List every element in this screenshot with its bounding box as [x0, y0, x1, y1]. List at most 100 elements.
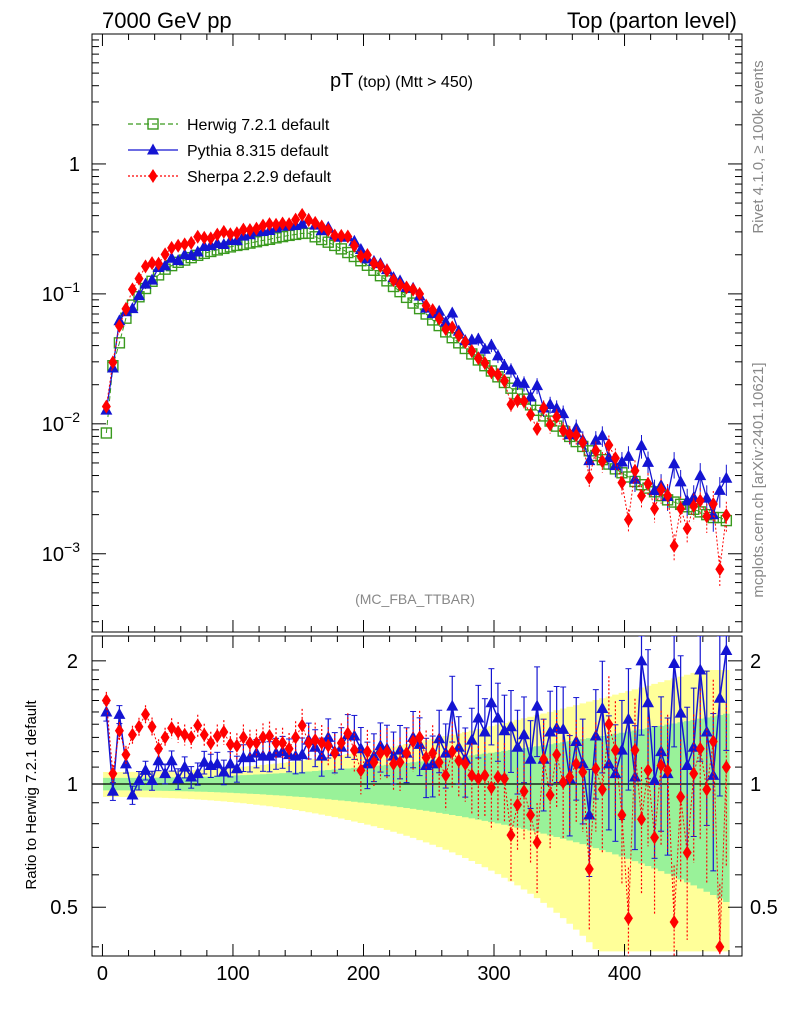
ratio-point: [447, 744, 457, 759]
ratio-series: [100, 636, 733, 956]
ratio-point: [160, 730, 170, 745]
data-point: [113, 337, 126, 349]
ratio-point: [126, 788, 139, 800]
data-point: [636, 488, 646, 503]
data-point: [219, 224, 229, 239]
data-point: [428, 303, 438, 318]
data-point: [648, 484, 661, 496]
data-point: [342, 246, 354, 259]
y-tick-base: 10: [42, 544, 64, 566]
legend-entry: Sherpa 2.2.9 default: [128, 169, 332, 186]
ratio-point: [375, 746, 385, 761]
ratio-point: [212, 729, 222, 744]
data-point: [127, 282, 137, 297]
ratio-point: [193, 718, 203, 733]
ratio-point: [362, 744, 372, 759]
data-point: [121, 301, 131, 316]
ratio-point: [526, 808, 536, 823]
data-point: [526, 407, 536, 422]
data-point: [663, 488, 673, 503]
y-tick-label: 10−3: [42, 539, 80, 566]
ratio-point: [668, 657, 681, 669]
ratio-point: [650, 830, 660, 845]
y-tick-base: 10: [42, 414, 64, 436]
ratio-point: [100, 705, 113, 717]
data-point: [154, 256, 164, 271]
data-point: [258, 218, 268, 233]
ratio-point: [147, 719, 157, 734]
ratio-point: [284, 741, 294, 756]
y-tick-label: 1: [69, 154, 80, 176]
data-point: [721, 508, 731, 523]
data-point: [316, 233, 328, 246]
data-point: [623, 512, 633, 527]
ratio-point: [584, 861, 594, 876]
ratio-point: [531, 699, 544, 711]
legend-label: Pythia 8.315 default: [187, 143, 329, 160]
data-point: [439, 315, 452, 327]
ratio-y-tick-label-right: 2: [750, 651, 761, 673]
ratio-point: [146, 774, 159, 786]
data-point: [278, 216, 288, 231]
analysis-label: (MC_FBA_TTBAR): [355, 591, 475, 607]
ratio-point: [519, 784, 529, 799]
ratio-y-tick-label: 2: [67, 651, 78, 673]
ratio-point: [402, 746, 412, 761]
y-tick-exp: −2: [64, 409, 80, 425]
ratio-point: [159, 767, 172, 779]
ratio-point: [172, 772, 185, 784]
data-point: [544, 398, 557, 410]
data-point: [669, 538, 679, 553]
data-point: [434, 311, 444, 326]
ratio-y-tick-label: 1: [67, 774, 78, 796]
ratio-point: [707, 768, 720, 780]
ratio-point: [243, 751, 256, 763]
ratio-point: [472, 711, 485, 723]
data-point: [446, 306, 459, 318]
data-point: [343, 229, 353, 244]
legend-entry: Pythia 8.315 default: [128, 143, 329, 160]
ratio-point: [446, 699, 459, 711]
data-point: [296, 217, 309, 229]
data-point: [713, 483, 726, 495]
ratio-point: [217, 765, 230, 777]
data-point: [650, 501, 660, 516]
ratio-point: [441, 768, 451, 783]
data-point: [433, 304, 446, 316]
ratio-point: [617, 808, 627, 823]
ratio-point: [238, 730, 248, 745]
ratio-point: [663, 763, 673, 778]
y-tick-exp: −3: [64, 539, 80, 555]
ratio-point: [655, 745, 668, 757]
ratio-point: [349, 743, 359, 758]
data-point: [101, 399, 111, 414]
data-point: [159, 259, 172, 271]
data-point: [395, 277, 405, 292]
plot-title: pT (top) (Mtt > 450): [330, 70, 473, 92]
ratio-point: [498, 724, 511, 736]
ratio-point: [198, 755, 211, 767]
ratio-y-tick-label: 0.5: [50, 897, 78, 919]
ratio-point: [689, 766, 699, 781]
ratio-point: [433, 732, 446, 744]
data-point: [539, 401, 549, 416]
data-point: [467, 344, 477, 359]
ratio-point: [389, 756, 399, 771]
ratio-point: [199, 727, 209, 742]
ratio-point: [524, 752, 537, 764]
ratio-point: [504, 720, 517, 732]
ratio-point: [113, 707, 126, 719]
ratio-point: [106, 784, 119, 796]
data-point: [597, 454, 607, 469]
data-point: [622, 449, 635, 461]
data-point: [642, 455, 655, 467]
ratio-point: [576, 757, 589, 769]
data-point: [309, 231, 321, 243]
ratio-point: [648, 774, 661, 786]
series-sherpa: [101, 207, 731, 587]
data-point: [552, 409, 562, 424]
mcplots-label: mcplots.cern.ch [arXiv:2401.10621]: [750, 362, 767, 597]
ratio-point: [343, 726, 353, 741]
ratio-y-tick-label-right: 1: [750, 774, 761, 796]
